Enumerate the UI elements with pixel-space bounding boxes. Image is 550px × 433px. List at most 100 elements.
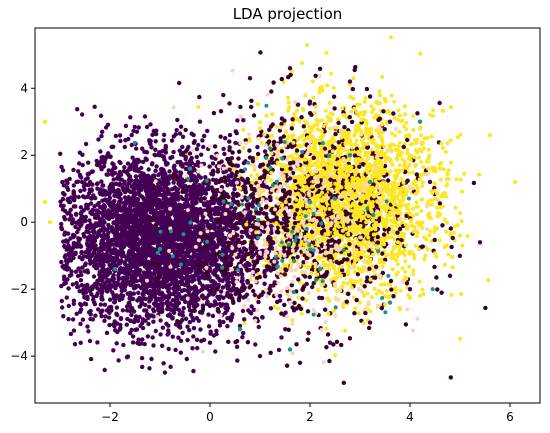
scatter-point: [171, 180, 176, 185]
scatter-point: [235, 163, 241, 168]
scatter-point: [352, 133, 357, 138]
scatter-point: [89, 196, 94, 201]
scatter-point: [284, 129, 288, 134]
scatter-point: [144, 150, 150, 155]
scatter-point: [116, 273, 121, 278]
scatter-point: [126, 252, 131, 258]
scatter-point: [84, 241, 90, 246]
scatter-point: [121, 342, 126, 348]
scatter-point: [128, 115, 133, 120]
scatter-point: [394, 156, 399, 161]
scatter-point: [458, 211, 463, 216]
scatter-point: [303, 129, 308, 134]
scatter-point: [351, 76, 356, 81]
scatter-point: [255, 144, 260, 150]
scatter-point: [195, 345, 200, 351]
scatter-point: [200, 274, 205, 279]
scatter-point: [397, 129, 402, 134]
scatter-point: [221, 92, 226, 98]
scatter-point: [430, 198, 434, 203]
scatter-point: [140, 292, 145, 297]
scatter-point: [295, 254, 300, 260]
scatter-point: [206, 184, 211, 190]
scatter-point: [365, 291, 370, 296]
scatter-point: [128, 290, 133, 296]
scatter-point: [94, 162, 100, 167]
scatter-point: [392, 218, 397, 223]
scatter-point: [130, 340, 136, 345]
scatter-point: [227, 167, 232, 172]
scatter-point: [393, 147, 398, 152]
scatter-point: [264, 113, 269, 118]
scatter-point: [486, 278, 491, 283]
scatter-point: [223, 236, 228, 241]
scatter-point: [177, 148, 182, 153]
scatter-point: [170, 187, 175, 192]
scatter-point: [79, 209, 84, 215]
scatter-point: [382, 282, 387, 287]
scatter-point: [156, 280, 161, 285]
scatter-point: [444, 229, 449, 234]
scatter-point: [78, 307, 84, 312]
scatter-point: [60, 190, 66, 196]
scatter-point: [64, 239, 69, 244]
scatter-point: [398, 113, 402, 118]
scatter-point: [323, 288, 328, 293]
scatter-point: [108, 154, 113, 160]
scatter-point: [375, 182, 380, 187]
scatter-point: [196, 105, 201, 109]
scatter-point: [194, 154, 199, 160]
scatter-point: [411, 268, 416, 273]
scatter-point: [194, 337, 200, 342]
scatter-point: [183, 166, 188, 171]
scatter-point: [90, 211, 95, 216]
scatter-point: [234, 344, 240, 349]
scatter-point: [180, 134, 186, 139]
scatter-point: [465, 234, 470, 239]
scatter-point: [203, 191, 209, 196]
scatter-point: [128, 331, 133, 336]
scatter-point: [258, 120, 263, 125]
scatter-point: [336, 117, 341, 122]
scatter-point: [477, 172, 482, 177]
scatter-point: [414, 141, 419, 146]
scatter-point: [160, 325, 166, 330]
scatter-point: [258, 50, 263, 55]
scatter-point: [209, 154, 214, 160]
scatter-point: [113, 133, 119, 139]
scatter-point: [417, 293, 422, 298]
scatter-point: [176, 335, 181, 340]
scatter-point: [311, 95, 316, 100]
scatter-point: [150, 132, 155, 137]
scatter-point: [426, 147, 431, 152]
scatter-point: [134, 146, 139, 151]
scatter-point: [390, 267, 395, 272]
scatter-point: [77, 301, 83, 307]
scatter-point: [343, 328, 348, 333]
scatter-point: [151, 277, 156, 282]
scatter-point: [417, 279, 422, 284]
scatter-point: [291, 183, 296, 188]
scatter-point: [116, 182, 121, 187]
scatter-point: [286, 95, 290, 100]
scatter-point: [129, 132, 134, 138]
scatter-point: [122, 165, 127, 170]
scatter-point: [186, 304, 192, 309]
scatter-point: [140, 146, 145, 151]
scatter-point: [287, 105, 292, 110]
scatter-point: [341, 301, 346, 306]
scatter-point: [92, 104, 97, 110]
scatter-point: [256, 102, 260, 107]
scatter-point: [91, 274, 97, 279]
scatter-point: [445, 182, 450, 187]
scatter-point: [355, 279, 360, 284]
scatter-point: [80, 317, 86, 322]
scatter-point: [420, 184, 425, 189]
scatter-point: [93, 313, 98, 318]
scatter-point: [408, 142, 413, 147]
scatter-point: [98, 149, 103, 154]
scatter-point: [133, 174, 139, 179]
scatter-point: [313, 138, 318, 142]
scatter-point: [388, 218, 393, 223]
